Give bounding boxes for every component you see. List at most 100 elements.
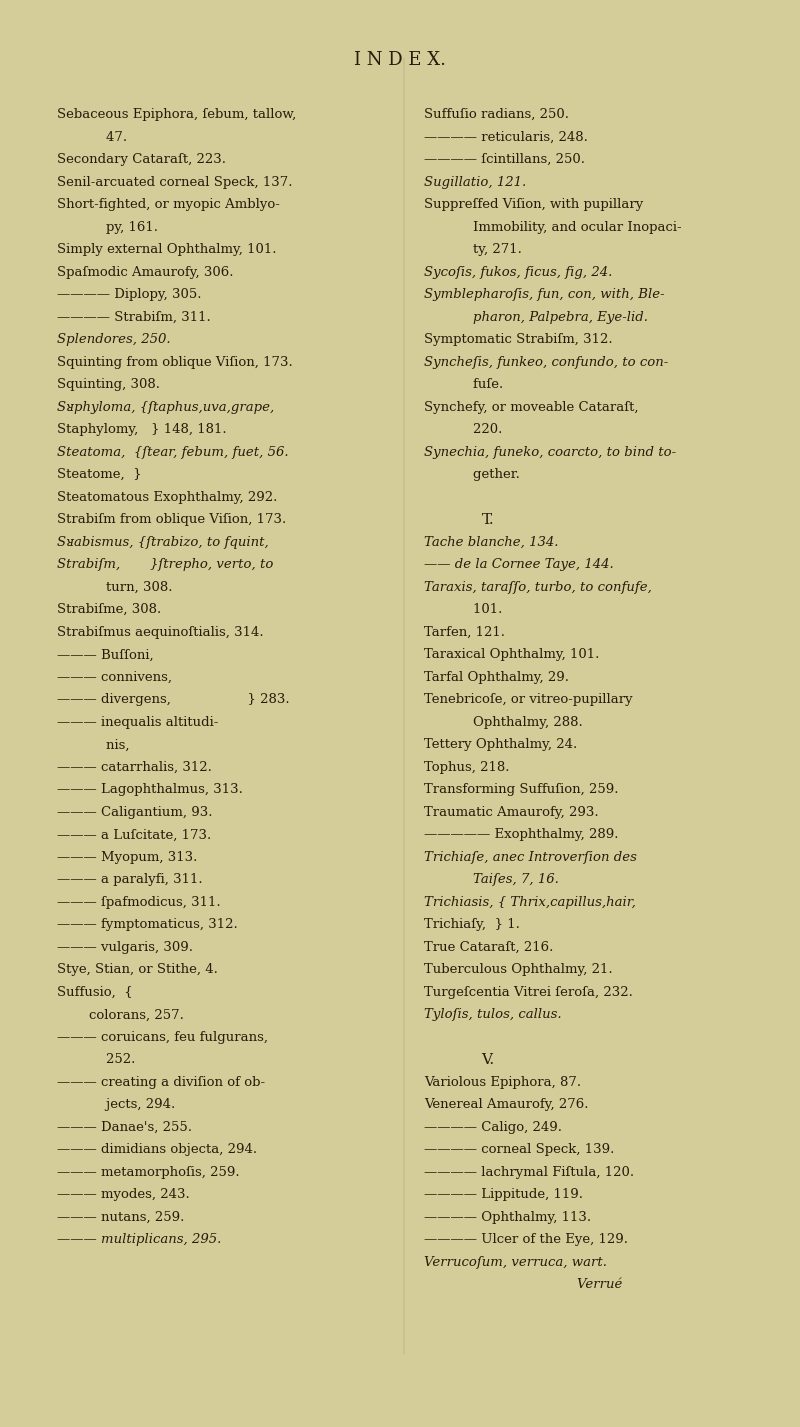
Text: ——— ſpafmodicus, 311.: ——— ſpafmodicus, 311. [57, 896, 221, 909]
Text: Synechia, funeko, coarcto, to bind to-: Synechia, funeko, coarcto, to bind to- [424, 445, 676, 458]
Text: Squinting from oblique Viſion, 173.: Squinting from oblique Viſion, 173. [57, 355, 293, 368]
Text: ——— metamorphoſis, 259.: ——— metamorphoſis, 259. [57, 1166, 240, 1179]
Text: Splendores, 250.: Splendores, 250. [57, 334, 171, 347]
Text: Tophus, 218.: Tophus, 218. [424, 761, 510, 773]
Text: ———— Diplopy, 305.: ———— Diplopy, 305. [57, 288, 202, 301]
Text: Stye, Stian, or Stithe, 4.: Stye, Stian, or Stithe, 4. [57, 963, 218, 976]
Text: Tuberculous Ophthalmy, 21.: Tuberculous Ophthalmy, 21. [424, 963, 613, 976]
Text: V.: V. [481, 1053, 494, 1067]
Text: Verrucoſum, verruca, wart.: Verrucoſum, verruca, wart. [424, 1256, 607, 1269]
Text: Symblepharoſis, fun, con, with, Ble-: Symblepharoſis, fun, con, with, Ble- [424, 288, 665, 301]
Text: Steatomatous Exophthalmy, 292.: Steatomatous Exophthalmy, 292. [57, 491, 278, 504]
Text: ——— connivens,: ——— connivens, [57, 671, 172, 684]
Text: ——— a paralyfi, 311.: ——— a paralyfi, 311. [57, 873, 203, 886]
Text: colorans, 257.: colorans, 257. [89, 1009, 184, 1022]
Text: ——— Danae's, 255.: ——— Danae's, 255. [57, 1120, 192, 1134]
Text: Suffuſio radians, 250.: Suffuſio radians, 250. [424, 108, 569, 121]
Text: ———— Lippitude, 119.: ———— Lippitude, 119. [424, 1189, 583, 1202]
Text: ————— Exophthalmy, 289.: ————— Exophthalmy, 289. [424, 828, 618, 842]
Text: 101.: 101. [456, 604, 502, 616]
Text: ——— Buſſoni,: ——— Buſſoni, [57, 648, 154, 661]
Text: ——— nutans, 259.: ——— nutans, 259. [57, 1212, 185, 1224]
Text: Tarfen, 121.: Tarfen, 121. [424, 626, 505, 639]
Text: ——— Caligantium, 93.: ——— Caligantium, 93. [57, 806, 213, 819]
Text: ——— dimidians objecta, 294.: ——— dimidians objecta, 294. [57, 1143, 258, 1156]
Text: Strabiſm from oblique Viſion, 173.: Strabiſm from oblique Viſion, 173. [57, 514, 286, 527]
Text: Syncheſis, funkeo, confundo, to con-: Syncheſis, funkeo, confundo, to con- [424, 355, 668, 368]
Text: Tenebricoſe, or vitreo-pupillary: Tenebricoſe, or vitreo-pupillary [424, 694, 633, 706]
Text: ty, 271.: ty, 271. [456, 243, 522, 257]
Text: jects, 294.: jects, 294. [89, 1099, 175, 1112]
Text: Trichiaſy,  } 1.: Trichiaſy, } 1. [424, 919, 520, 932]
Text: Sebaceous Epiphora, ſebum, tallow,: Sebaceous Epiphora, ſebum, tallow, [57, 108, 297, 121]
Text: pharon, Palpebra, Eye-lid.: pharon, Palpebra, Eye-lid. [456, 311, 648, 324]
Text: Senil-arcuated corneal Speck, 137.: Senil-arcuated corneal Speck, 137. [57, 176, 293, 188]
Text: ——— Myopum, 313.: ——— Myopum, 313. [57, 850, 198, 863]
Text: Sᴚphyloma, {ſtaphus,uva,grape,: Sᴚphyloma, {ſtaphus,uva,grape, [57, 401, 274, 414]
Text: ——— Lagophthalmus, 313.: ——— Lagophthalmus, 313. [57, 783, 243, 796]
Text: ——— divergens,                  } 283.: ——— divergens, } 283. [57, 694, 290, 706]
Text: ———— Ulcer of the Eye, 129.: ———— Ulcer of the Eye, 129. [424, 1233, 628, 1246]
Text: ——— a Luſcitate, 173.: ——— a Luſcitate, 173. [57, 828, 211, 842]
Text: Traumatic Amaurofy, 293.: Traumatic Amaurofy, 293. [424, 806, 598, 819]
Text: Variolous Epiphora, 87.: Variolous Epiphora, 87. [424, 1076, 581, 1089]
Text: Tyloſis, tulos, callus.: Tyloſis, tulos, callus. [424, 1009, 562, 1022]
Text: 220.: 220. [456, 424, 502, 437]
Text: ——— catarrhalis, 312.: ——— catarrhalis, 312. [57, 761, 212, 773]
Text: Tache blanche, 134.: Tache blanche, 134. [424, 535, 558, 549]
Text: I N D E X.: I N D E X. [354, 51, 446, 70]
Text: Simply external Ophthalmy, 101.: Simply external Ophthalmy, 101. [57, 243, 277, 257]
Text: turn, 308.: turn, 308. [89, 581, 173, 594]
Text: Trichiaſe, anec Introverſion des: Trichiaſe, anec Introverſion des [424, 850, 637, 863]
Text: Ophthalmy, 288.: Ophthalmy, 288. [456, 716, 582, 729]
Text: T.: T. [482, 514, 494, 527]
Text: Staphylomy,   } 148, 181.: Staphylomy, } 148, 181. [57, 424, 227, 437]
Text: —— de la Cornee Taye, 144.: —— de la Cornee Taye, 144. [424, 558, 614, 571]
Text: ——— fymptomaticus, 312.: ——— fymptomaticus, 312. [57, 919, 238, 932]
Text: Squinting, 308.: Squinting, 308. [57, 378, 160, 391]
Text: ———— Caligo, 249.: ———— Caligo, 249. [424, 1120, 562, 1134]
Text: ———— reticularis, 248.: ———— reticularis, 248. [424, 131, 588, 144]
Text: Steatome,  }: Steatome, } [57, 468, 142, 481]
Text: ——— vulgaris, 309.: ——— vulgaris, 309. [57, 940, 193, 953]
Text: ———— Ophthalmy, 113.: ———— Ophthalmy, 113. [424, 1212, 591, 1224]
Text: Strabiſme, 308.: Strabiſme, 308. [57, 604, 162, 616]
Text: ——— inequalis altitudi-: ——— inequalis altitudi- [57, 716, 218, 729]
Text: ———— lachrymal Fiſtula, 120.: ———— lachrymal Fiſtula, 120. [424, 1166, 634, 1179]
Text: Tarfal Ophthalmy, 29.: Tarfal Ophthalmy, 29. [424, 671, 569, 684]
Text: True Cataraſt, 216.: True Cataraſt, 216. [424, 940, 554, 953]
Text: Verrué: Verrué [424, 1279, 622, 1291]
Text: nis,: nis, [89, 738, 130, 751]
Text: Taraxis, taraſſo, turbo, to confufe,: Taraxis, taraſſo, turbo, to confufe, [424, 581, 652, 594]
Text: ———— ſcintillans, 250.: ———— ſcintillans, 250. [424, 153, 585, 166]
Text: ———— corneal Speck, 139.: ———— corneal Speck, 139. [424, 1143, 614, 1156]
Text: Sugillatio, 121.: Sugillatio, 121. [424, 176, 526, 188]
Text: Sycoſis, fukos, ficus, fig, 24.: Sycoſis, fukos, ficus, fig, 24. [424, 265, 612, 278]
Text: Symptomatic Strabiſm, 312.: Symptomatic Strabiſm, 312. [424, 334, 613, 347]
Text: Venereal Amaurofy, 276.: Venereal Amaurofy, 276. [424, 1099, 589, 1112]
Text: Synchefy, or moveable Cataraſt,: Synchefy, or moveable Cataraſt, [424, 401, 638, 414]
Text: 47.: 47. [89, 131, 127, 144]
Text: Strabiſmus aequinoſtialis, 314.: Strabiſmus aequinoſtialis, 314. [57, 626, 264, 639]
Text: Steatoma,  {ſtear, febum, fuet, 56.: Steatoma, {ſtear, febum, fuet, 56. [57, 445, 289, 458]
Text: Taiſes, 7, 16.: Taiſes, 7, 16. [456, 873, 558, 886]
Text: ——— creating a diviſion of ob-: ——— creating a diviſion of ob- [57, 1076, 266, 1089]
Text: Strabiſm,       }ſtrepho, verto, to: Strabiſm, }ſtrepho, verto, to [57, 558, 274, 571]
Text: ——— myodes, 243.: ——— myodes, 243. [57, 1189, 190, 1202]
Text: Short-fighted, or myopic Amblyo-: Short-fighted, or myopic Amblyo- [57, 198, 280, 211]
Text: Secondary Cataraſt, 223.: Secondary Cataraſt, 223. [57, 153, 226, 166]
Text: Immobility, and ocular Inopaci-: Immobility, and ocular Inopaci- [456, 221, 682, 234]
Text: ———— Strabiſm, 311.: ———— Strabiſm, 311. [57, 311, 211, 324]
Text: Taraxical Ophthalmy, 101.: Taraxical Ophthalmy, 101. [424, 648, 599, 661]
Text: Spaſmodic Amaurofy, 306.: Spaſmodic Amaurofy, 306. [57, 265, 234, 278]
Text: Trichiasis, { Thrix,capillus,hair,: Trichiasis, { Thrix,capillus,hair, [424, 896, 636, 909]
Text: gether.: gether. [456, 468, 520, 481]
Text: ——— multiplicans, 295.: ——— multiplicans, 295. [57, 1233, 222, 1246]
Text: fuſe.: fuſe. [456, 378, 503, 391]
Text: Transforming Suffuſion, 259.: Transforming Suffuſion, 259. [424, 783, 618, 796]
Text: Suppreſfed Viſion, with pupillary: Suppreſfed Viſion, with pupillary [424, 198, 643, 211]
Text: ——— coruicans, feu fulgurans,: ——— coruicans, feu fulgurans, [57, 1030, 268, 1043]
Text: Turgeſcentia Vitrei ſeroſa, 232.: Turgeſcentia Vitrei ſeroſa, 232. [424, 986, 633, 999]
Text: 252.: 252. [89, 1053, 135, 1066]
Text: Tettery Ophthalmy, 24.: Tettery Ophthalmy, 24. [424, 738, 577, 751]
